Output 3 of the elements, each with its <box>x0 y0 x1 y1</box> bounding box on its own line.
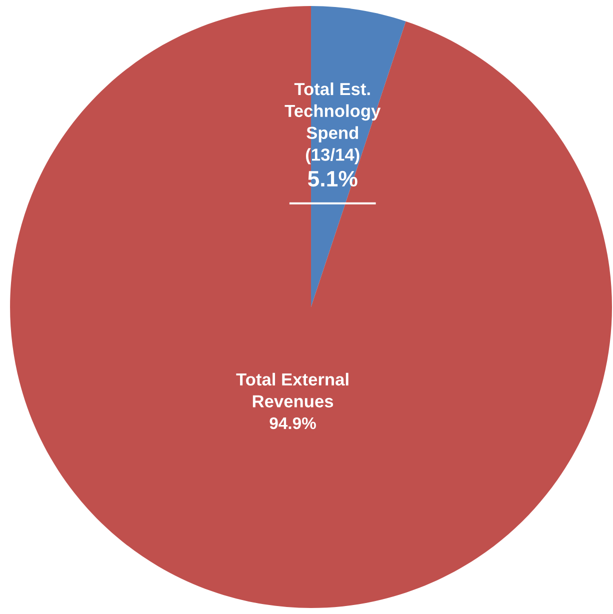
data-label: 94.9% <box>270 417 316 430</box>
slice-label: Total External Revenues <box>236 372 348 408</box>
pie-slice <box>10 6 612 608</box>
